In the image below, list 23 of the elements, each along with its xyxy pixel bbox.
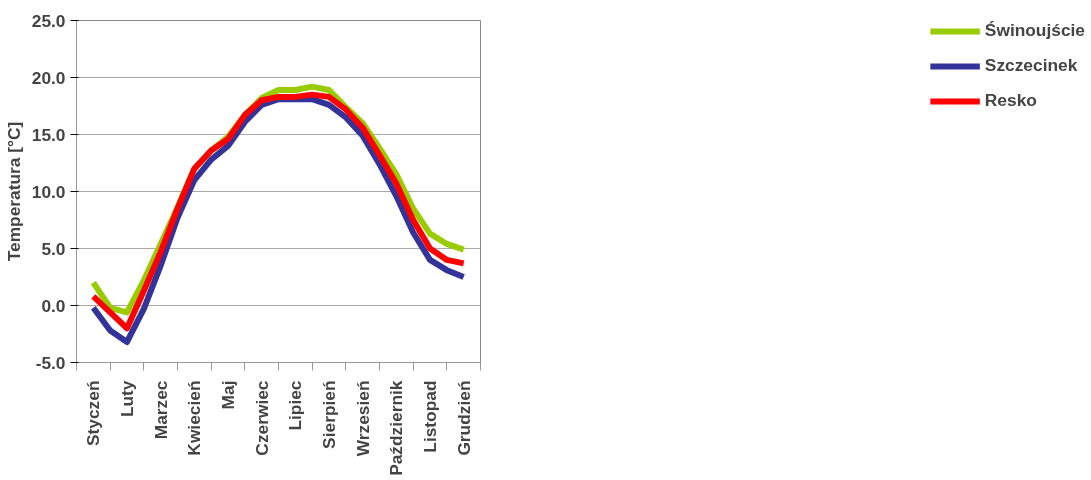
y-tick-label: 25.0 bbox=[31, 10, 66, 31]
y-tick-label: 15.0 bbox=[31, 124, 66, 145]
x-tick-label: Październik bbox=[386, 380, 407, 476]
y-tick-label: 10.0 bbox=[31, 181, 66, 202]
x-tick-label: Listopad bbox=[420, 380, 440, 453]
y-tick-label: 5.0 bbox=[41, 238, 66, 259]
x-tick-label: Maj bbox=[218, 380, 238, 410]
x-tick-label: Luty bbox=[117, 380, 137, 418]
x-tick-label: Marzec bbox=[150, 380, 171, 440]
legend-label: Świnoujście bbox=[984, 20, 1085, 41]
y-axis-title: Temperatura [°C] bbox=[3, 121, 24, 262]
legend-label: Resko bbox=[984, 90, 1037, 111]
x-tick-label: Styczeń bbox=[83, 380, 104, 446]
x-tick-label: Lipiec bbox=[285, 380, 306, 431]
y-tick-label: 20.0 bbox=[31, 67, 66, 88]
x-tick-label: Czerwiec bbox=[251, 380, 272, 456]
y-tick-label: 0.0 bbox=[41, 295, 66, 316]
x-tick-label: Grudzień bbox=[453, 380, 474, 456]
x-tick-label: Wrzesień bbox=[352, 380, 373, 457]
x-tick-label: Kwiecień bbox=[184, 380, 205, 456]
legend-label: Szczecinek bbox=[984, 55, 1078, 76]
x-tick-label: Sierpień bbox=[319, 380, 339, 449]
y-tick-label: -5.0 bbox=[35, 352, 66, 373]
